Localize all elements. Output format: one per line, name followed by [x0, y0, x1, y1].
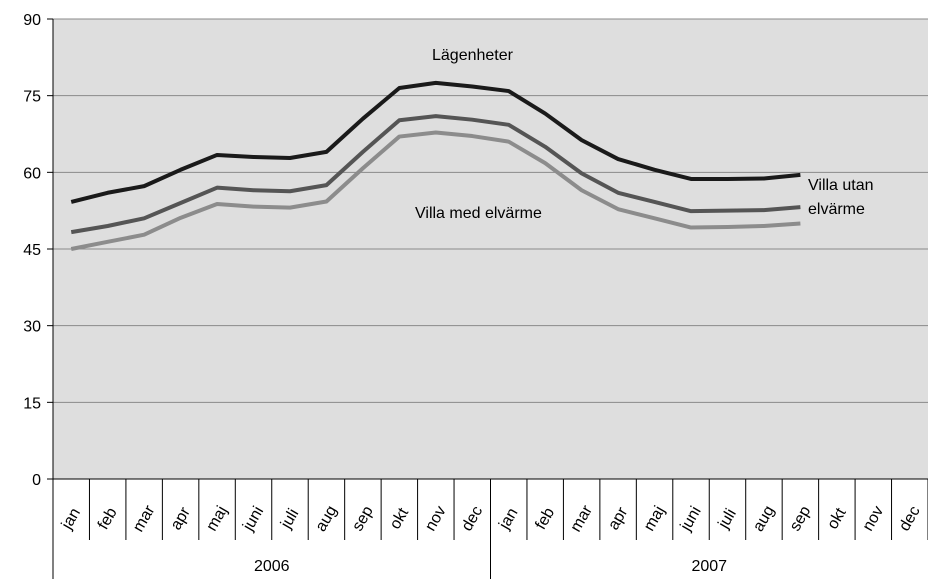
y-tick-label: 90: [23, 12, 41, 29]
x-tick-label: nov: [860, 503, 888, 534]
series-label: Villa utan elvärme: [808, 177, 874, 218]
x-tick-label: juni: [240, 504, 268, 535]
series-label: Villa med elvärme: [415, 205, 542, 222]
x-tick-label: aug: [750, 503, 778, 535]
y-tick-label: 30: [23, 319, 41, 336]
x-tick-label: aug: [313, 503, 341, 535]
x-tick-label: dec: [896, 503, 924, 534]
x-tick-label: sep: [349, 503, 377, 534]
y-tick-label: 60: [23, 165, 41, 182]
x-tick-label: feb: [95, 505, 121, 533]
x-tick-label: dec: [459, 503, 487, 534]
series-line: [70, 80, 801, 204]
y-tick-label: 15: [23, 395, 41, 412]
x-tick-label: juli: [277, 506, 302, 532]
x-tick-label: apr: [168, 504, 195, 533]
x-tick-label: maj: [641, 503, 669, 534]
x-tick-label: mar: [130, 502, 159, 535]
series-line: [70, 130, 801, 251]
y-tick-label: 0: [32, 472, 41, 489]
series-line: [70, 114, 801, 235]
x-tick-label: juni: [677, 504, 705, 535]
group-label: 2007: [691, 558, 727, 575]
y-tick-label: 45: [23, 242, 41, 259]
x-tick-label: nov: [422, 503, 450, 534]
x-tick-label: apr: [605, 504, 632, 533]
y-tick-label: 75: [23, 89, 41, 106]
x-tick-label: mar: [567, 502, 596, 535]
x-tick-label: okt: [824, 505, 850, 532]
x-tick-label: maj: [203, 503, 231, 534]
series-label: Lägenheter: [432, 47, 513, 64]
group-label: 2006: [254, 558, 290, 575]
x-tick-label: feb: [532, 505, 558, 533]
x-tick-label: okt: [387, 505, 413, 532]
x-tick-label: juli: [715, 506, 740, 532]
x-tick-label: jan: [496, 505, 522, 533]
x-tick-label: sep: [787, 503, 815, 534]
x-tick-label: jan: [58, 505, 84, 533]
